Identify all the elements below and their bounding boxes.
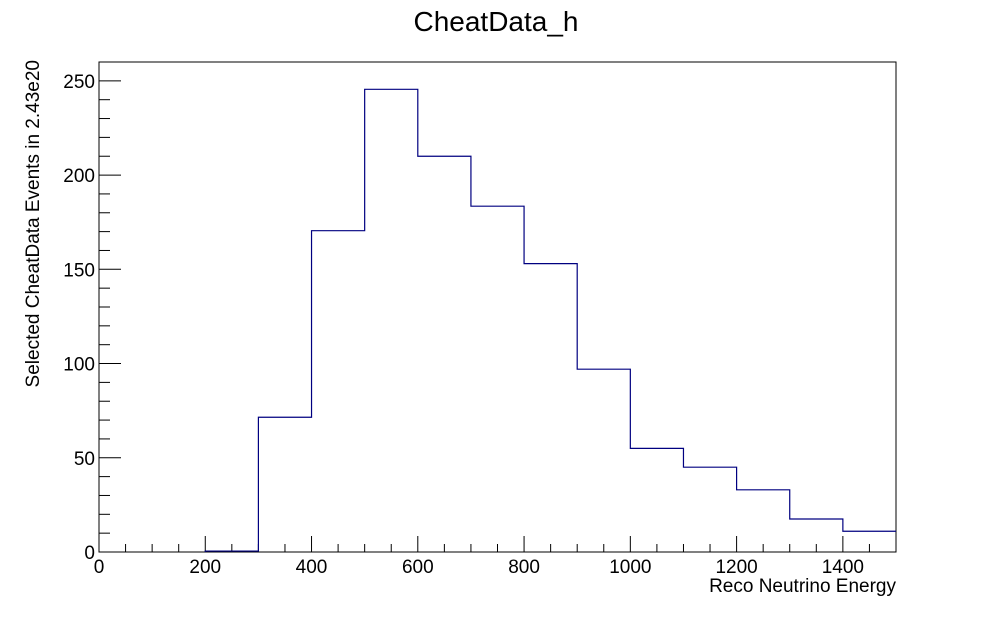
y-tick-label: 200 [63,166,95,187]
y-tick-label: 100 [63,355,95,376]
histogram-bin [312,231,365,552]
histogram-bin [737,490,790,552]
y-axis-ticks: 0 50 100 150 200 250 [63,61,121,564]
histogram-bin [258,417,311,552]
x-tick-label: 200 [189,557,221,578]
x-tick-label: 1200 [715,557,757,578]
plot-frame-border [98,61,897,553]
x-tick-label: 1400 [822,557,864,578]
x-axis-ticks: 0 200 400 600 800 1000 1200 1400 [94,536,897,578]
histogram-bin [471,206,524,552]
x-tick-label: 600 [402,557,434,578]
plot-frame [98,61,897,553]
y-axis-label: Selected CheatData Events in 2.43e20 [23,60,44,387]
histogram-outline [204,88,896,552]
x-tick-label: 800 [508,557,540,578]
histogram-series [204,88,896,552]
x-axis-label: Reco Neutrino Energy [709,576,896,597]
chart-title: CheatData_h [413,6,578,37]
y-tick-label: 50 [74,449,95,470]
y-tick-label: 250 [63,72,95,93]
histogram-bin [365,89,418,552]
x-tick-label: 1000 [609,557,651,578]
histogram-bin [630,448,683,552]
x-tick-label: 0 [94,557,105,578]
y-tick-label: 0 [84,543,95,564]
y-tick-label: 150 [63,260,95,281]
histogram-bin [577,369,630,552]
x-tick-label: 400 [296,557,328,578]
histogram-bin [524,264,577,552]
histogram-bin [683,467,736,552]
histogram-bin [418,156,471,552]
